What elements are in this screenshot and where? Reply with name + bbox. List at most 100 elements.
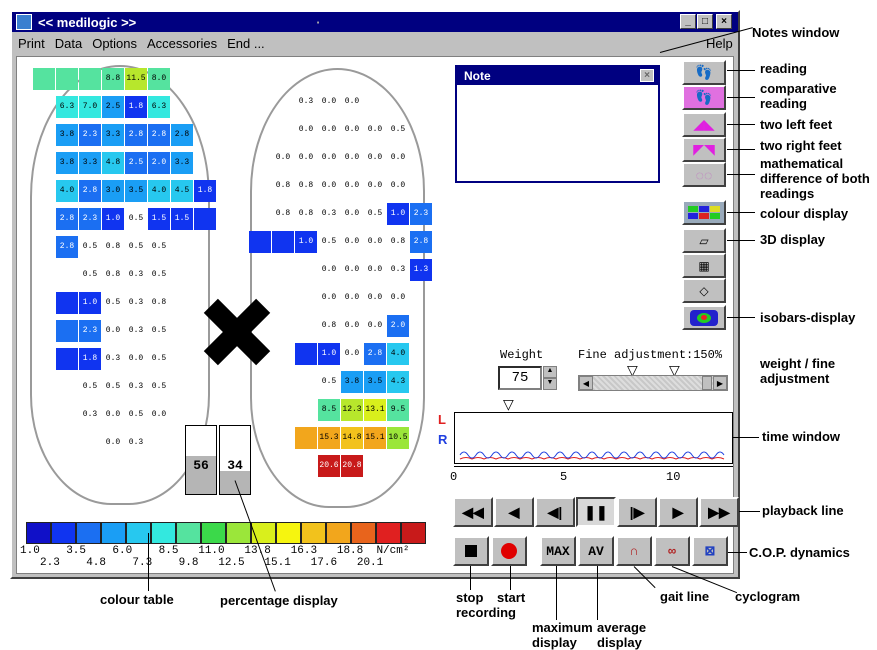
minimize-button[interactable]: _ [680,14,696,29]
fine-adjustment-slider[interactable]: ◀ ▶ [578,375,728,391]
menu-print[interactable]: Print [18,35,45,51]
fast-forward-button[interactable]: ▶▶ [699,497,739,527]
slider-left-arrow[interactable]: ◀ [579,376,593,390]
percentage-right-value: 34 [227,458,243,473]
left-foot-cell: 3.8 [56,124,78,146]
title-bar: << medilogic >> · [12,12,738,32]
right-foot-cell: 0.5 [321,377,337,386]
menu-data[interactable]: Data [54,35,83,51]
stop-icon [465,545,477,557]
fine-adjustment-label: Fine adjustment:150% [578,348,723,362]
weight-down-button[interactable]: ▼ [543,378,557,390]
left-foot-cell: 2.3 [79,208,101,230]
right-foot-cell: 0.0 [367,237,383,246]
right-foot-cell: 0.0 [367,293,383,302]
app-icon[interactable] [16,14,32,30]
left-foot-cell: 1.0 [79,292,101,314]
left-foot-cell: 3.8 [56,152,78,174]
time-window[interactable] [454,412,733,464]
max-button[interactable]: MAX [540,536,576,566]
menu-help[interactable]: Help [706,36,733,51]
scale-bottom-labels: 2.3 4.8 7.3 9.8 12.5 15.1 17.6 20.1 [40,557,384,569]
3d-plane-icon: ▱ [699,233,709,248]
annotation-cop: C.O.P. dynamics [749,545,850,560]
right-foot-cell: 0.0 [344,125,360,134]
two-right-feet-button[interactable]: ◤◥ [682,137,726,162]
record-button[interactable] [491,536,527,566]
left-foot-cell: 3.0 [102,180,124,202]
left-feet-icon: ◢◣ [693,116,715,132]
weight-up-button[interactable]: ▲ [543,366,557,378]
left-foot-cell: 0.3 [128,270,144,279]
step-back-button[interactable]: ◀ [494,497,534,527]
right-foot-cell: 0.0 [344,153,360,162]
3d-display-button[interactable]: ▱ [682,228,726,253]
left-foot-cell: 0.5 [128,214,144,223]
note-close-button[interactable]: × [640,69,654,82]
right-foot-cell: 0.8 [298,181,314,190]
left-foot-cell: 1.8 [79,348,101,370]
gait-line-button[interactable]: ∩ [616,536,652,566]
right-foot-cell: 1.0 [387,203,409,225]
right-foot-cell: 0.0 [367,321,383,330]
cyclogram-icon: ∞ [668,543,676,559]
scale-swatch [151,522,176,544]
reading-button[interactable]: 👣 [682,60,726,85]
left-foot-cell: 0.5 [151,326,167,335]
note-window[interactable]: Note × [455,65,660,183]
left-foot-cell [56,292,78,314]
scale-swatch [176,522,201,544]
menu-options[interactable]: Options [92,35,138,51]
left-foot-cell: 2.3 [79,320,101,342]
percentage-left-bar: 56 [185,425,217,495]
left-foot-cell: 1.0 [102,208,124,230]
left-foot-cell: 0.0 [151,410,167,419]
right-foot-cell: 20.6 [318,455,340,477]
stop-button[interactable] [453,536,489,566]
left-foot-cell [194,208,216,230]
annotation-math-diff: mathematical difference of both readings [760,156,870,201]
step-forward-icon: ▶ [672,503,684,520]
annotation-percentage: percentage display [220,593,338,608]
weight-input[interactable]: 75 [498,366,542,390]
isobars-button[interactable] [682,305,726,330]
maximize-button[interactable]: □ [697,14,713,29]
close-button[interactable]: × [716,14,732,29]
wireframe-button[interactable]: ▦ [682,253,726,278]
cop-dynamics-icon: ⊠ [704,543,716,559]
colour-display-button[interactable] [682,200,726,225]
profile-button[interactable]: ◇ [682,278,726,303]
right-foot-cell: 1.3 [410,259,432,281]
cyclogram-button[interactable]: ∞ [654,536,690,566]
right-foot-cell: 0.0 [298,153,314,162]
menu-accessories[interactable]: Accessories [147,35,218,51]
comparative-reading-button[interactable]: 👣 [682,85,726,110]
left-foot-cell [79,68,101,90]
average-button[interactable]: AV [578,536,614,566]
right-feet-icon: ◤◥ [693,141,715,157]
annotation-two-right: two right feet [760,138,842,153]
menu-end[interactable]: End ... [227,35,265,51]
frame-back-button[interactable]: ◀| [535,497,575,527]
frame-forward-button[interactable]: |▶ [617,497,657,527]
left-foot-cell: 4.0 [56,180,78,202]
slider-thumb[interactable] [702,376,712,390]
right-foot-cell: 10.5 [387,427,409,449]
rewind-button[interactable]: ◀◀ [453,497,493,527]
two-left-feet-button[interactable]: ◢◣ [682,112,726,137]
slider-right-arrow[interactable]: ▶ [713,376,727,390]
right-foot-cell: 0.8 [321,321,337,330]
right-foot-cell: 0.0 [344,349,360,358]
cop-dynamics-button[interactable]: ⊠ [692,536,728,566]
difference-button[interactable]: ◌◌ [682,162,726,187]
annotation-isobars: isobars-display [760,310,856,325]
scale-swatch [26,522,51,544]
step-forward-button[interactable]: ▶ [658,497,698,527]
pause-button[interactable]: ❚❚ [576,497,616,527]
right-foot-cell: 0.0 [321,97,337,106]
left-foot-cell: 0.5 [105,382,121,391]
right-foot-cell: 13.1 [364,399,386,421]
left-foot-cell: 0.5 [151,270,167,279]
left-foot-cell: 0.0 [105,410,121,419]
left-foot-cell: 0.3 [105,354,121,363]
